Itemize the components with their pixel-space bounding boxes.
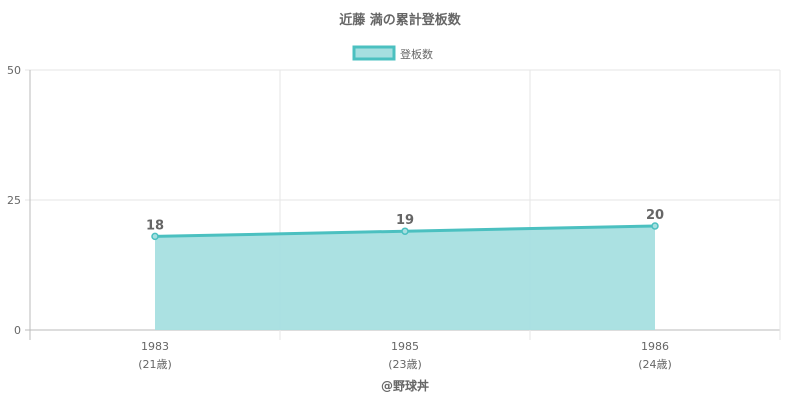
data-label: 20 — [646, 208, 664, 223]
data-point — [651, 222, 659, 230]
legend[interactable]: 登板数 — [352, 45, 433, 61]
x-tick-label: 1983 — [141, 340, 169, 353]
credit: @野球丼 — [381, 378, 429, 393]
data-label: 18 — [146, 218, 164, 233]
legend-swatch — [352, 45, 396, 61]
x-tick-sublabel: (21歳) — [138, 358, 172, 371]
legend-label: 登板数 — [400, 47, 433, 61]
y-tick-label: 25 — [7, 194, 21, 207]
data-point — [151, 232, 159, 241]
y-tick-label: 0 — [14, 324, 21, 337]
chart-title: 近藤 満の累計登板数 — [339, 12, 462, 28]
x-tick-label: 1985 — [391, 340, 419, 353]
data-point — [401, 227, 409, 235]
x-tick-sublabel: (23歳) — [388, 358, 422, 371]
x-tick-label: 1986 — [641, 340, 669, 353]
data-label: 19 — [396, 213, 414, 228]
x-tick-sublabel: (24歳) — [638, 358, 672, 371]
y-tick-label: 50 — [7, 64, 21, 77]
series-area — [155, 226, 655, 330]
